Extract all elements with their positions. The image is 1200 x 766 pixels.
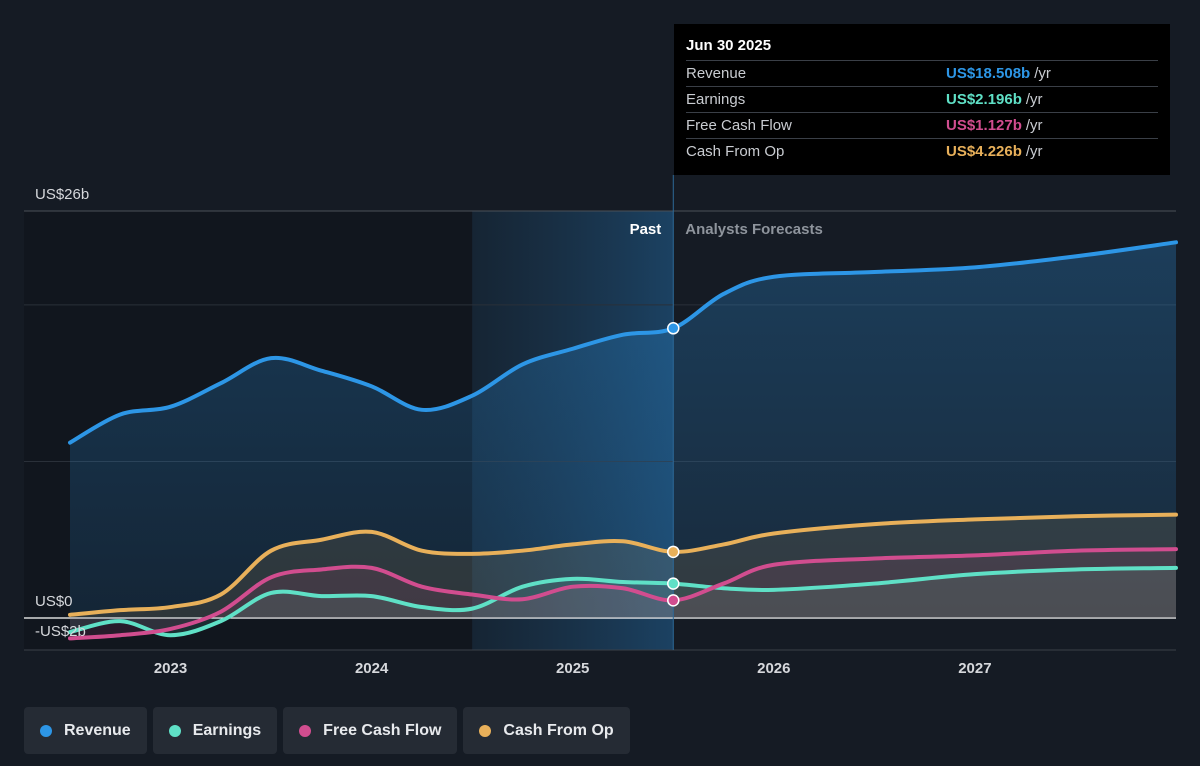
tooltip-date: Jun 30 2025 [686, 36, 1158, 61]
earnings-marker [667, 577, 680, 590]
tooltip-row-unit: /yr [1025, 117, 1043, 134]
tooltip-row-label: Free Cash Flow [686, 117, 792, 134]
y-tick-label: -US$2b [35, 623, 86, 640]
free-cash-flow-line [68, 547, 1178, 641]
earnings-area [70, 567, 1176, 636]
revenue-marker [667, 322, 680, 335]
tooltip-row: Free Cash Flow US$1.127b/yr [686, 113, 1158, 139]
x-tick-label: 2024 [355, 660, 389, 677]
x-tick-label: 2027 [958, 660, 991, 677]
y-axis-labels: US$26b US$0 -US$2b [35, 186, 89, 640]
tooltip-row-label: Revenue [686, 65, 747, 82]
x-tick-label: 2023 [154, 660, 187, 677]
tooltip-row-label: Earnings [686, 91, 746, 108]
revenue-line [68, 240, 1178, 445]
tooltip-row-value: US$18.508b [946, 65, 1031, 82]
tooltip-row-value: US$1.127b [946, 117, 1022, 134]
legend: Revenue Earnings Free Cash Flow Cash From O… [24, 707, 630, 754]
legend-dot-icon [168, 724, 181, 737]
legend-label: Earnings [192, 721, 262, 739]
legend-dot-icon [479, 724, 492, 737]
y-tick-label: US$26b [35, 186, 89, 203]
tooltip-row-unit: /yr [1025, 91, 1043, 108]
tooltip-row-value: US$4.226b [946, 143, 1022, 160]
tooltip-row-label: Cash From Op [686, 143, 785, 160]
legend-item-earnings[interactable]: Earnings [152, 707, 278, 754]
cash-from-op-marker [667, 545, 680, 559]
tooltip: Jun 30 2025 Revenue US$18.508b/yr Earnings… [674, 24, 1170, 175]
tooltip-row-value: US$2.196b [946, 91, 1022, 108]
forecast-label: Analysts Forecasts [685, 221, 823, 238]
tooltip-row: Earnings US$2.196b/yr [686, 87, 1158, 113]
x-tick-label: 2025 [556, 660, 589, 677]
legend-item-revenue[interactable]: Revenue [24, 707, 147, 754]
x-axis-labels: 2023 2024 2025 2026 2027 [154, 660, 992, 677]
y-tick-label: US$0 [35, 593, 73, 610]
legend-item-cash-from-op[interactable]: Cash From Op [463, 707, 630, 754]
legend-label: Free Cash Flow [323, 721, 442, 739]
tooltip-row: Cash From Op US$4.226b/yr [686, 139, 1158, 164]
x-tick-label: 2026 [757, 660, 790, 677]
legend-item-free-cash-flow[interactable]: Free Cash Flow [283, 707, 458, 754]
legend-label: Revenue [64, 721, 131, 739]
legend-label: Cash From Op [503, 721, 614, 739]
legend-dot-icon [40, 724, 52, 737]
tooltip-row-unit: /yr [1034, 65, 1051, 82]
legend-dot-icon [299, 724, 312, 737]
past-label: Past [630, 221, 662, 238]
free-cash-flow-area [70, 549, 1176, 639]
tooltip-rows: Revenue US$18.508b/yr Earnings US$2.196b/yr… [686, 61, 1158, 164]
earnings-line [68, 565, 1178, 638]
cash-from-op-line [68, 512, 1178, 617]
cash-from-op-area [70, 514, 1176, 618]
series-lines [68, 240, 1178, 641]
tooltip-markers [667, 322, 680, 607]
free-cash-flow-marker [667, 594, 680, 607]
tooltip-row: Revenue US$18.508b/yr [686, 61, 1158, 87]
tooltip-row-unit: /yr [1025, 143, 1043, 160]
